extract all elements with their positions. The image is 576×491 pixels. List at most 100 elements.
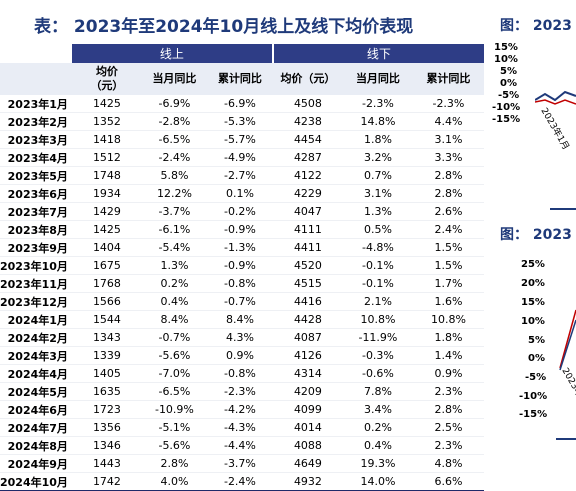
table-cell: 14.8% <box>342 112 413 131</box>
table-cell: 2.8% <box>412 166 484 185</box>
table-cell: -2.3% <box>206 382 273 401</box>
group-header-row: 线上 线下 <box>0 44 484 63</box>
x-tick-label: 2023年 <box>559 366 576 400</box>
axis-label: 10% <box>494 54 518 65</box>
table-cell: -2.3% <box>412 95 484 113</box>
table-cell: 1512 <box>71 148 142 167</box>
right-figure-2-fragment: 2023年 <box>559 309 576 400</box>
table-cell: 1544 <box>71 310 142 329</box>
row-label: 2024年4月 <box>0 364 72 383</box>
table-cell: 1.3% <box>342 202 413 221</box>
table-row: 2023年7月 1429 -3.7% -0.2% 4047 1.3% 2.6% <box>0 202 484 221</box>
row-label: 2024年2月 <box>0 328 72 347</box>
axis-label: 0% <box>500 78 517 89</box>
axis-label: 0% <box>528 353 545 364</box>
row-label: 2023年8月 <box>0 220 72 239</box>
table-cell: 1418 <box>71 130 142 149</box>
table-cell: 2.8% <box>412 184 484 203</box>
table-row: 2024年6月 1723 -10.9% -4.2% 4099 3.4% 2.8% <box>0 400 484 419</box>
table-cell: 4411 <box>272 238 343 257</box>
table-cell: -6.5% <box>141 130 207 149</box>
table-cell: 0.7% <box>342 166 413 185</box>
row-label: 2023年5月 <box>0 166 72 185</box>
column-header: 累计同比 <box>412 63 484 95</box>
table-cell: 4.0% <box>141 472 207 491</box>
table-row: 2024年8月 1346 -5.6% -4.4% 4088 0.4% 2.3% <box>0 436 484 455</box>
table-cell: -5.6% <box>141 346 207 365</box>
table-cell: 4932 <box>272 472 343 491</box>
table-cell: 1635 <box>71 382 142 401</box>
column-header: 均价 （元） <box>71 63 142 95</box>
row-label: 2023年9月 <box>0 238 72 257</box>
table-cell: 5.8% <box>141 166 207 185</box>
table-cell: -5.4% <box>141 238 207 257</box>
table-cell: 1.6% <box>412 292 484 311</box>
table-cell: 0.9% <box>206 346 273 365</box>
table-cell: 2.3% <box>412 382 484 401</box>
table-cell: -2.4% <box>141 148 207 167</box>
row-label: 2024年1月 <box>0 310 72 329</box>
table-cell: -0.6% <box>342 364 413 383</box>
table-cell: 0.1% <box>206 184 273 203</box>
table-cell: -10.9% <box>141 400 207 419</box>
table-cell: -2.3% <box>342 95 413 113</box>
table-cell: 0.2% <box>342 418 413 437</box>
axis-label: 5% <box>528 335 545 346</box>
table-cell: 4287 <box>272 148 343 167</box>
table-cell: 0.4% <box>342 436 413 455</box>
axis-label: 15% <box>494 42 518 53</box>
table-cell: 4515 <box>272 274 343 293</box>
table-row: 2024年2月 1343 -0.7% 4.3% 4087 -11.9% 1.8% <box>0 328 484 347</box>
table-cell: 6.6% <box>412 472 484 491</box>
table-cell: -0.9% <box>206 220 273 239</box>
table-cell: 19.3% <box>342 454 413 473</box>
table-cell: 1443 <box>71 454 142 473</box>
table-cell: -3.7% <box>206 454 273 473</box>
axis-label: 25% <box>521 259 545 270</box>
right-figure-title-1: 图： 2023 <box>500 18 572 34</box>
axis-label: 15% <box>521 297 545 308</box>
table-row: 2024年5月 1635 -6.5% -2.3% 4209 7.8% 2.3% <box>0 382 484 401</box>
row-label: 2023年4月 <box>0 148 72 167</box>
table-cell: 4111 <box>272 220 343 239</box>
table-cell: 2.8% <box>412 400 484 419</box>
table-cell: 4649 <box>272 454 343 473</box>
table-cell: 0.5% <box>342 220 413 239</box>
table-row: 2023年12月 1566 0.4% -0.7% 4416 2.1% 1.6% <box>0 292 484 311</box>
axis-label: 5% <box>500 66 517 77</box>
axis-label: 10% <box>521 316 545 327</box>
group-online: 线上 <box>71 44 274 63</box>
table-cell: 8.4% <box>141 310 207 329</box>
row-label: 2023年7月 <box>0 202 72 221</box>
row-label: 2024年6月 <box>0 400 72 419</box>
right-figure-1-fragment: 2023年1月 <box>535 90 576 152</box>
table-cell: -7.0% <box>141 364 207 383</box>
table-cell: -5.7% <box>206 130 273 149</box>
table-cell: 3.3% <box>412 148 484 167</box>
table-cell: 1425 <box>71 95 142 113</box>
table-cell: -4.3% <box>206 418 273 437</box>
table-cell: 1.3% <box>141 256 207 275</box>
table-row: 2024年1月 1544 8.4% 8.4% 4428 10.8% 10.8% <box>0 310 484 329</box>
table-cell: 1934 <box>71 184 142 203</box>
table-cell: -0.1% <box>342 274 413 293</box>
table-cell: -5.6% <box>141 436 207 455</box>
table-row: 2023年3月 1418 -6.5% -5.7% 4454 1.8% 3.1% <box>0 130 484 149</box>
axis-label: -5% <box>498 90 520 101</box>
table-cell: 3.1% <box>412 130 484 149</box>
table-row: 2023年10月 1675 1.3% -0.9% 4520 -0.1% 1.5% <box>0 256 484 275</box>
table-cell: -2.4% <box>206 472 273 491</box>
table-cell: 10.8% <box>342 310 413 329</box>
table-cell: 1.7% <box>412 274 484 293</box>
table-cell: -3.7% <box>141 202 207 221</box>
column-header: 当月同比 <box>342 63 413 95</box>
table-cell: 10.8% <box>412 310 484 329</box>
column-header: 累计同比 <box>206 63 273 95</box>
table-row: 2024年7月 1356 -5.1% -4.3% 4014 0.2% 2.5% <box>0 418 484 437</box>
table-cell: -0.1% <box>342 256 413 275</box>
row-label: 2024年5月 <box>0 382 72 401</box>
table-cell: 4014 <box>272 418 343 437</box>
table-row: 2023年1月 1425 -6.9% -6.9% 4508 -2.3% -2.3% <box>0 95 484 113</box>
table-cell: -5.1% <box>141 418 207 437</box>
table-cell: -0.7% <box>206 292 273 311</box>
